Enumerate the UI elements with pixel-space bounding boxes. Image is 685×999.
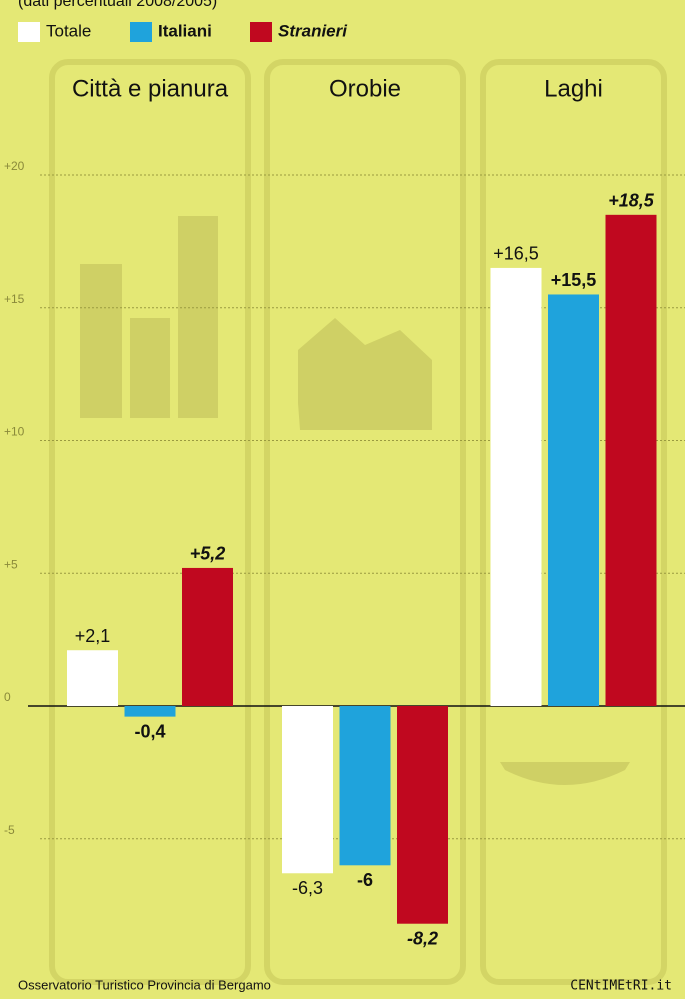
bar [182, 568, 233, 706]
bar [491, 268, 542, 706]
value-label: -6 [357, 870, 373, 890]
value-label: +15,5 [551, 270, 597, 290]
category-label: Città e pianura [72, 75, 229, 102]
value-label: -6,3 [292, 878, 323, 898]
y-tick-label: +20 [4, 159, 25, 173]
y-tick-label: +5 [4, 557, 18, 571]
bar [282, 706, 333, 873]
legend-swatch [130, 22, 152, 42]
value-label: -0,4 [134, 721, 165, 741]
legend-label: Stranieri [278, 21, 348, 40]
bar [548, 294, 599, 706]
bar [67, 650, 118, 706]
legend-swatch [250, 22, 272, 42]
bar [125, 706, 176, 717]
value-label: +16,5 [493, 244, 539, 264]
y-tick-label: 0 [4, 690, 11, 704]
category-label: Orobie [329, 75, 401, 102]
category-label: Laghi [544, 75, 603, 102]
y-tick-label: +10 [4, 425, 25, 439]
chart: (dati percentuali 2008/2005) Osservatori… [0, 0, 685, 999]
bar [397, 706, 448, 924]
source: Osservatorio Turistico Provincia di Berg… [18, 977, 271, 992]
legend-label: Italiani [158, 21, 212, 40]
value-label: +18,5 [608, 191, 655, 211]
value-label: +5,2 [190, 544, 226, 564]
y-tick-label: +15 [4, 292, 25, 306]
chart-subtitle: (dati percentuali 2008/2005) [18, 0, 217, 10]
bar [606, 215, 657, 706]
credit: CENtIMEtRI.it [570, 979, 672, 994]
value-label: +2,1 [75, 626, 111, 646]
value-label: -8,2 [407, 928, 438, 948]
y-tick-label: -5 [4, 823, 15, 837]
bar [340, 706, 391, 865]
legend-swatch [18, 22, 40, 42]
legend-label: Totale [46, 21, 91, 40]
